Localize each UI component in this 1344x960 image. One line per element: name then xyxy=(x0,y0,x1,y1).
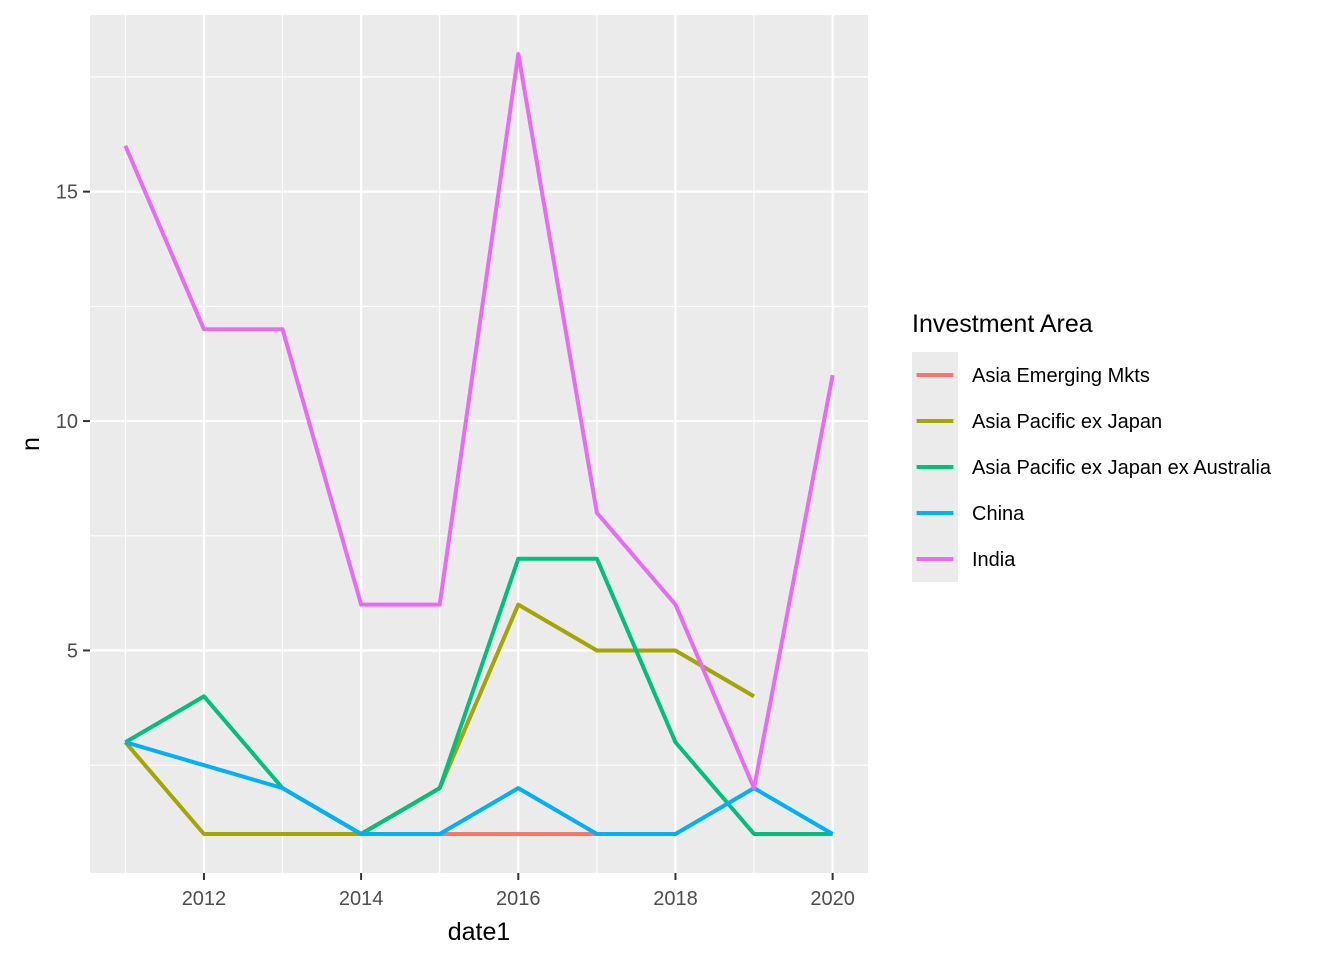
x-tick-label: 2012 xyxy=(182,888,227,910)
legend-item: Asia Pacific ex Japan ex Australia xyxy=(912,444,1272,490)
legend-item: India xyxy=(912,536,1016,582)
series-line xyxy=(123,52,835,791)
y-tick-label: 5 xyxy=(67,640,78,662)
major-gridlines xyxy=(90,15,868,873)
legend-item: China xyxy=(912,490,1025,536)
legend-label: Asia Emerging Mkts xyxy=(972,365,1150,387)
y-axis: 5 10 15 xyxy=(56,182,90,662)
x-tick-label: 2014 xyxy=(339,888,384,910)
x-axis: 2012 2014 2016 2018 2020 xyxy=(182,873,855,910)
y-tick-label: 10 xyxy=(56,411,78,433)
minor-gridlines xyxy=(90,15,868,873)
legend-label: Asia Pacific ex Japan ex Australia xyxy=(972,457,1272,479)
legend: Investment Area Asia Emerging Mkts Asia P… xyxy=(912,310,1272,582)
x-tick-label: 2016 xyxy=(496,888,541,910)
series-line xyxy=(124,740,834,836)
series-line xyxy=(124,556,833,836)
x-axis-title: date1 xyxy=(448,918,511,946)
x-tick-label: 2018 xyxy=(653,888,698,910)
legend-item: Asia Pacific ex Japan xyxy=(912,398,1162,444)
legend-label: India xyxy=(972,549,1016,571)
legend-label: China xyxy=(972,503,1025,525)
plot-panel xyxy=(90,15,868,873)
legend-title: Investment Area xyxy=(912,310,1093,338)
x-tick-label: 2020 xyxy=(810,888,855,910)
legend-label: Asia Pacific ex Japan xyxy=(972,411,1162,433)
legend-item: Asia Emerging Mkts xyxy=(912,352,1150,398)
series-lines xyxy=(123,52,835,836)
y-tick-label: 15 xyxy=(56,182,78,204)
y-axis-title: n xyxy=(17,437,45,451)
